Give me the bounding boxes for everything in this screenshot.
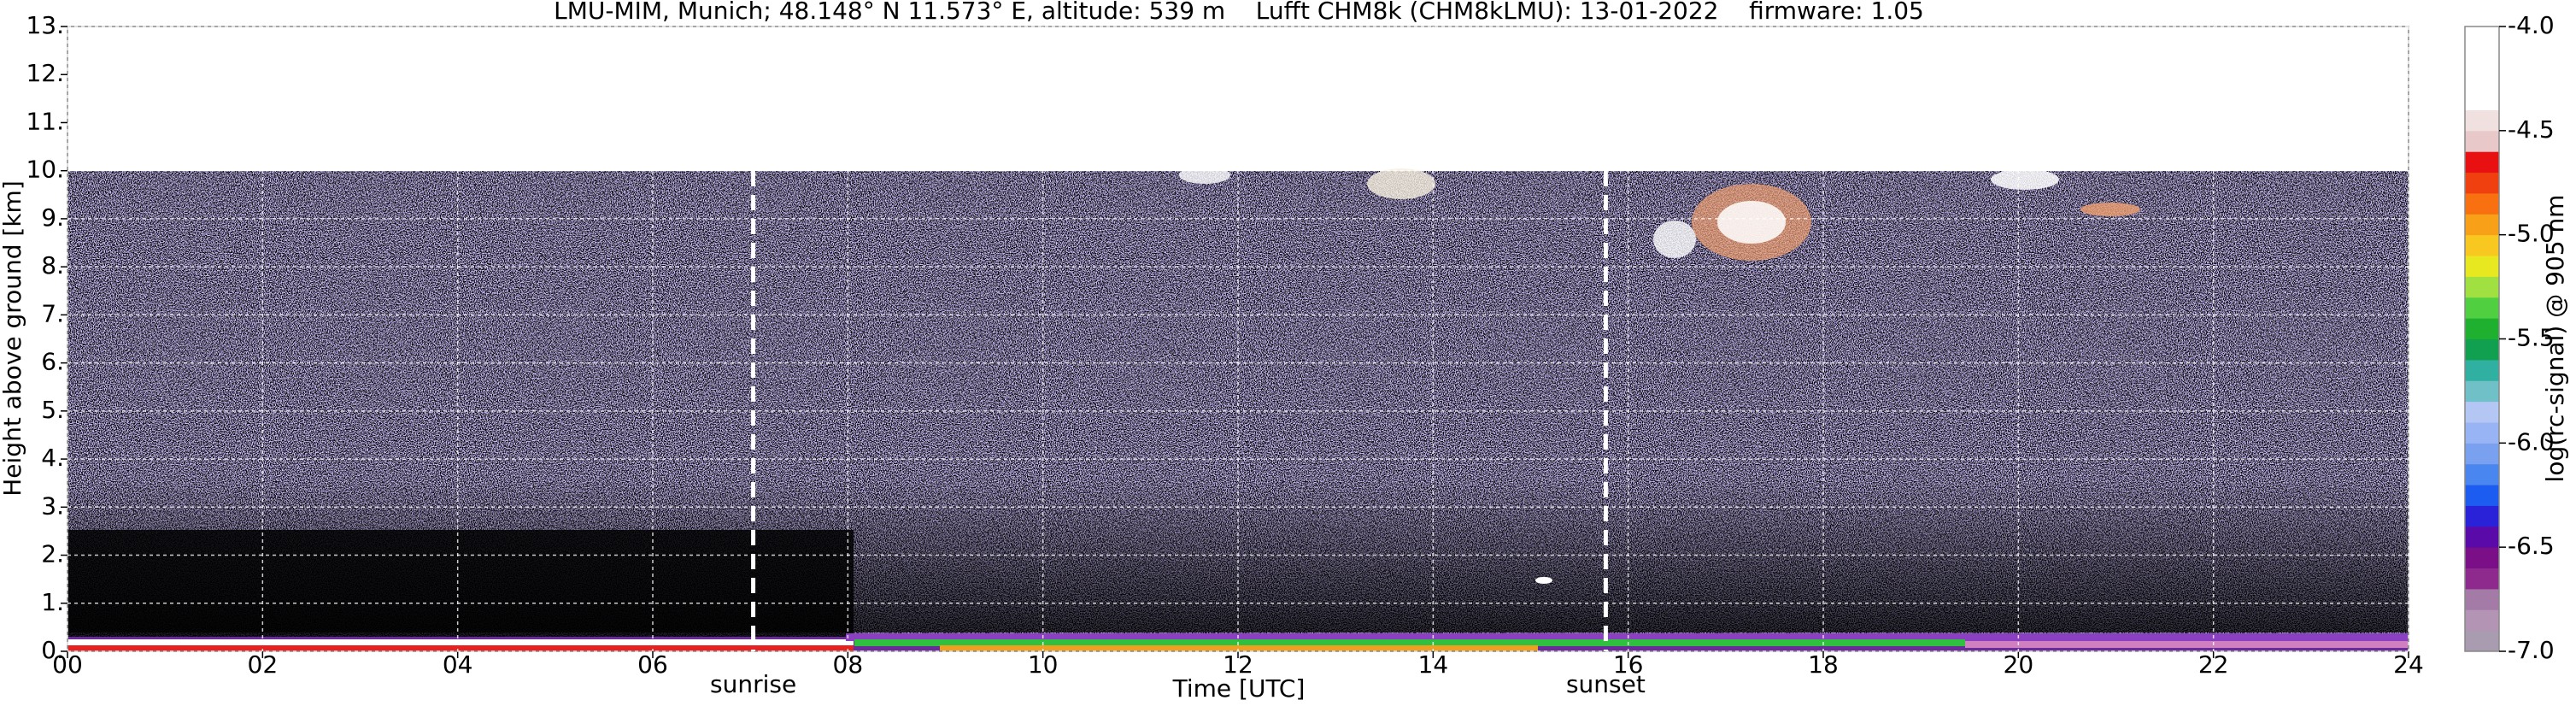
colorbar-cell xyxy=(2465,68,2499,90)
annotation-label: sunset xyxy=(1566,670,1646,698)
colorbar-cell xyxy=(2465,588,2499,610)
colorbar-cell xyxy=(2465,443,2499,465)
colorbar-cell xyxy=(2465,568,2499,590)
colorbar-cell xyxy=(2465,380,2499,403)
colorbar-tick-label: -4.5 xyxy=(2508,115,2555,144)
colorbar-cell xyxy=(2465,89,2499,110)
y-tick-label: 11. xyxy=(26,107,64,135)
y-tick-label: 8. xyxy=(41,251,64,279)
colorbar-tick-label: -4.0 xyxy=(2508,11,2555,39)
colorbar-cell xyxy=(2465,609,2499,632)
colorbar-cell xyxy=(2465,192,2499,215)
colorbar-tick-label: -6.0 xyxy=(2508,427,2555,456)
y-tick-label: 13. xyxy=(26,11,64,39)
colorbar-cell xyxy=(2465,234,2499,256)
y-tick-label: 6. xyxy=(41,348,64,376)
colorbar-tick-label: -6.5 xyxy=(2508,532,2555,560)
x-tick-label: 02 xyxy=(248,650,279,679)
colorbar-cell xyxy=(2465,505,2499,527)
y-tick-label: 10. xyxy=(26,156,64,184)
y-tick-label: 12. xyxy=(26,59,64,87)
colorbar-label: log(rc-signal) @ 905 nm xyxy=(2541,195,2569,483)
x-tick-label: 16 xyxy=(1613,650,1644,679)
y-tick-label: 7. xyxy=(41,299,64,327)
colorbar-cell xyxy=(2465,359,2499,381)
chart-title: LMU-MIM, Munich; 48.148° N 11.573° E, al… xyxy=(554,0,1924,25)
y-tick-label: 5. xyxy=(41,396,64,424)
y-axis-label: Height above ground [km] xyxy=(0,180,26,497)
colorbar-cell xyxy=(2465,214,2499,236)
colorbar-tick-label: -7.0 xyxy=(2508,636,2555,664)
colorbar-cell xyxy=(2465,276,2499,298)
colorbar-cell xyxy=(2465,130,2499,152)
x-tick-label: 22 xyxy=(2198,650,2229,679)
colorbar-tick-label: -5.5 xyxy=(2508,324,2555,352)
colorbar-cell xyxy=(2465,401,2499,423)
y-tick-label: 4. xyxy=(41,444,64,472)
y-tick-label: 9. xyxy=(41,203,64,232)
colorbar-cell xyxy=(2465,630,2499,652)
colorbar-cell xyxy=(2465,109,2499,132)
x-tick-label: 04 xyxy=(443,650,473,679)
x-tick-label: 14 xyxy=(1418,650,1449,679)
y-tick-label: 1. xyxy=(41,588,64,616)
colorbar-cell xyxy=(2465,338,2499,361)
x-tick-label: 20 xyxy=(2004,650,2034,679)
colorbar-cell xyxy=(2465,297,2499,319)
x-tick-label: 10 xyxy=(1028,650,1059,679)
x-axis-label: Time [UTC] xyxy=(1172,674,1306,703)
x-tick-label: 24 xyxy=(2393,650,2424,679)
colorbar-cell xyxy=(2465,421,2499,444)
colorbar-cell xyxy=(2465,485,2499,506)
colorbar-cell xyxy=(2465,463,2499,485)
colorbar-cell xyxy=(2465,172,2499,194)
y-tick-label: 2. xyxy=(41,540,64,568)
y-tick-label: 3. xyxy=(41,491,64,520)
colorbar-cell xyxy=(2465,26,2499,48)
x-tick-label: 08 xyxy=(833,650,864,679)
x-tick-label: 12 xyxy=(1223,650,1253,679)
x-tick-label: 18 xyxy=(1808,650,1839,679)
colorbar-cell xyxy=(2465,256,2499,277)
x-tick-label: 06 xyxy=(637,650,668,679)
y-tick-label: 0. xyxy=(41,636,64,664)
annotation-label: sunrise xyxy=(710,670,796,698)
colorbar-cell xyxy=(2465,526,2499,548)
colorbar-tick-label: -5.0 xyxy=(2508,220,2555,248)
x-tick-label: 00 xyxy=(52,650,83,679)
colorbar-cell xyxy=(2465,151,2499,174)
colorbar-cell xyxy=(2465,318,2499,339)
colorbar-cell xyxy=(2465,47,2499,69)
colorbar-cell xyxy=(2465,547,2499,569)
